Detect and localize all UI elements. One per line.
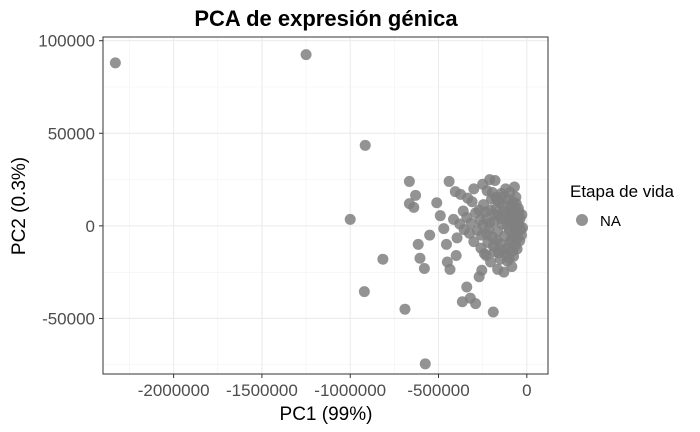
data-point (492, 263, 504, 275)
data-point (300, 49, 312, 61)
data-point (479, 206, 491, 218)
data-point (451, 232, 463, 244)
data-point (487, 306, 499, 318)
data-point (511, 233, 523, 245)
data-point (503, 252, 515, 264)
data-point (109, 57, 121, 69)
data-point (412, 238, 424, 250)
legend: Etapa de vida NA (570, 182, 675, 230)
data-point (431, 197, 443, 209)
x-tick-label: -1500000 (226, 381, 298, 400)
data-point (440, 238, 452, 250)
data-point (489, 209, 501, 221)
data-point (512, 211, 524, 223)
y-tick-label: 100000 (38, 32, 95, 51)
data-point (489, 175, 501, 187)
data-point (468, 236, 480, 248)
data-point (414, 252, 426, 264)
x-axis-ticks: -2000000 -1500000 -1000000 -500000 0 (138, 374, 532, 400)
data-point (476, 264, 488, 276)
data-point (359, 139, 371, 151)
data-point (493, 247, 505, 259)
y-axis-title: PC2 (0.3%) (9, 157, 30, 255)
plot-border (102, 36, 549, 375)
data-point (448, 213, 460, 225)
data-point (358, 286, 370, 298)
data-point (444, 263, 456, 275)
y-tick-label: 0 (86, 217, 95, 236)
y-tick-label: 50000 (48, 124, 95, 143)
data-point (461, 281, 473, 293)
data-point (377, 253, 389, 265)
x-tick-label: 0 (522, 381, 531, 400)
y-tick-label: -50000 (42, 309, 95, 328)
y-axis-ticks: -50000 0 50000 100000 (38, 32, 103, 328)
x-tick-label: -1000000 (314, 381, 386, 400)
data-point (403, 175, 415, 187)
data-point (443, 175, 455, 187)
data-point (509, 223, 521, 235)
data-point (410, 189, 422, 201)
data-point (418, 262, 430, 274)
data-point (508, 202, 520, 214)
data-point (344, 213, 356, 225)
data-point (438, 223, 450, 235)
x-tick-label: -2000000 (138, 381, 210, 400)
data-point (434, 210, 446, 222)
x-axis-title: PC1 (99%) (280, 404, 373, 425)
x-tick-label: -500000 (407, 381, 469, 400)
data-point (470, 298, 482, 310)
data-point (470, 207, 482, 219)
data-point (399, 303, 411, 315)
legend-key-na (576, 214, 588, 226)
data-point (450, 249, 462, 261)
data-point (510, 191, 522, 203)
data-points (109, 49, 529, 370)
data-point (468, 183, 480, 195)
legend-title: Etapa de vida (570, 182, 675, 201)
data-point (424, 229, 436, 241)
grid-minor (103, 37, 548, 374)
chart-title: PCA de expresión génica (194, 6, 458, 31)
data-point (477, 219, 489, 231)
data-point (508, 181, 520, 193)
data-point (480, 249, 492, 261)
data-point (466, 196, 478, 208)
data-point (457, 205, 469, 217)
legend-label-na: NA (600, 213, 621, 230)
data-point (481, 228, 493, 240)
data-point (408, 201, 420, 213)
data-point (496, 191, 508, 203)
data-point (419, 358, 431, 370)
